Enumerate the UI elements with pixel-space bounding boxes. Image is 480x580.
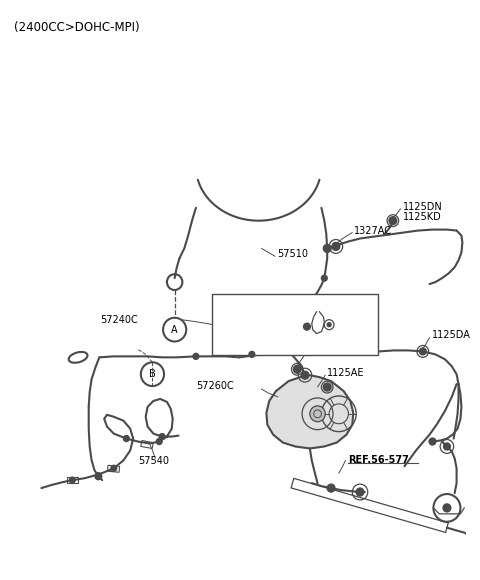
Text: 1390NB: 1390NB [227,339,265,349]
Circle shape [429,438,436,445]
Circle shape [111,465,117,471]
Circle shape [443,504,451,512]
Circle shape [333,243,339,250]
Circle shape [420,348,426,355]
Circle shape [333,243,339,250]
Circle shape [249,351,255,357]
Circle shape [327,322,331,327]
Text: 1125DN: 1125DN [403,202,442,212]
Circle shape [324,244,331,252]
Text: 1125DA: 1125DA [432,329,470,339]
Circle shape [356,488,364,496]
Text: B: B [149,369,156,379]
Circle shape [159,434,165,440]
Circle shape [70,477,75,483]
Text: 57520C: 57520C [273,322,311,333]
Text: 57260C: 57260C [196,381,234,391]
Bar [67,477,78,483]
Polygon shape [266,375,353,448]
Circle shape [332,242,340,251]
Circle shape [324,383,331,391]
Circle shape [475,536,480,542]
Text: 57540: 57540 [138,456,169,466]
Text: A: A [171,325,178,335]
Text: 1125AE: 1125AE [327,368,365,378]
Circle shape [322,275,327,281]
Circle shape [389,217,397,224]
Circle shape [301,371,309,379]
Circle shape [293,365,301,373]
Text: (2400CC>DOHC-MPI): (2400CC>DOHC-MPI) [14,21,140,34]
Circle shape [444,443,450,450]
Circle shape [327,484,335,492]
Text: 1125KD: 1125KD [403,212,441,222]
Bar [141,441,153,448]
Text: 62618: 62618 [329,339,360,349]
Text: REF.56-577: REF.56-577 [348,455,409,465]
Circle shape [123,436,129,441]
Circle shape [156,438,162,444]
Text: 1327AC: 1327AC [306,347,344,357]
FancyBboxPatch shape [212,294,378,356]
Text: 57240C: 57240C [100,315,138,325]
Text: 1327AC: 1327AC [354,226,392,235]
Circle shape [95,473,102,480]
Circle shape [193,353,199,360]
Circle shape [303,323,310,330]
Circle shape [310,406,325,422]
Text: 57510: 57510 [277,249,308,259]
Text: 57277: 57277 [264,299,295,309]
Bar [108,465,120,472]
